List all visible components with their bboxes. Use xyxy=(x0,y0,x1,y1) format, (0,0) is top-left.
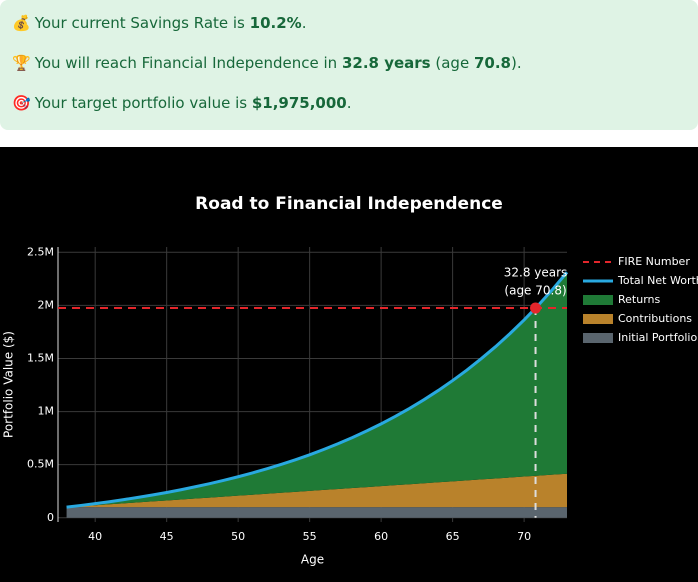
icon: 🎯 xyxy=(12,94,31,112)
legend-label: Total Net Worth xyxy=(617,274,698,287)
message-text: You will reach Financial Independence in xyxy=(34,54,342,72)
y-tick-label: 2.5M xyxy=(27,245,54,258)
info-box: 💰 Your current Savings Rate is 10.2%. 🏆 You… xyxy=(0,0,698,130)
chart-title: Road to Financial Independence xyxy=(195,194,503,214)
y-tick-label: 0.5M xyxy=(27,458,54,471)
legend-swatch xyxy=(583,314,613,324)
y-tick-label: 1.5M xyxy=(27,351,54,364)
y-tick-label: 1M xyxy=(38,405,55,418)
annotation: (age 70.8) xyxy=(504,284,566,298)
x-tick-label: 70 xyxy=(517,530,531,543)
highlight: $1,975,000 xyxy=(251,94,347,112)
x-tick-label: 50 xyxy=(231,530,245,543)
message-text: (age xyxy=(430,54,474,72)
area xyxy=(66,272,568,508)
x-tick-label: 55 xyxy=(303,530,317,543)
message: 💰 Your current Savings Rate is 10.2%. xyxy=(12,10,686,50)
x-tick-label: 60 xyxy=(374,530,388,543)
message-text: . xyxy=(346,94,352,112)
highlight: 10.2% xyxy=(249,14,302,32)
message: 🏆 You will reach Financial Independence i… xyxy=(12,50,686,90)
x-axis-label: Age xyxy=(301,553,324,567)
x-tick-label: 45 xyxy=(160,530,174,543)
highlight: 70.8 xyxy=(473,54,511,72)
legend-label: Returns xyxy=(618,293,661,306)
chart: Road to Financial Independence 40 45 50 55 60… xyxy=(0,147,698,582)
message-text: ). xyxy=(510,54,522,72)
message-text: . xyxy=(301,14,307,32)
y-tick-label: 2M xyxy=(38,298,55,311)
area xyxy=(66,473,568,508)
legend-label: FIRE Number xyxy=(618,255,690,268)
legend-label: Contributions xyxy=(618,312,692,325)
icon: 🏆 xyxy=(12,54,31,72)
legend-label: Initial Portfolio xyxy=(618,331,697,344)
line xyxy=(66,271,569,509)
x-tick-label: 40 xyxy=(88,530,102,543)
legend-swatch xyxy=(583,333,613,343)
message: 🎯 Your target portfolio value is $1,975,0… xyxy=(12,90,686,130)
x-tick-label: 65 xyxy=(446,530,460,543)
highlight: 32.8 years xyxy=(341,54,431,72)
y-tick-label: 0 xyxy=(47,511,54,524)
message-text: Your target portfolio value is xyxy=(34,94,252,112)
message-text: Your current Savings Rate is xyxy=(34,14,250,32)
icon: 💰 xyxy=(12,14,31,32)
annotation: 32.8 years xyxy=(504,266,568,280)
fi-marker xyxy=(530,302,542,314)
legend-swatch xyxy=(583,295,613,305)
area xyxy=(66,507,568,518)
y-axis-label: Portfolio Value ($) xyxy=(2,331,16,438)
